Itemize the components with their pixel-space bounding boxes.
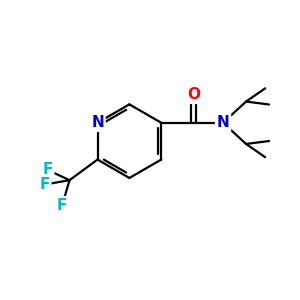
Text: O: O (187, 87, 200, 102)
Text: F: F (42, 162, 52, 177)
Text: F: F (39, 177, 50, 192)
Text: N: N (217, 115, 230, 130)
Text: N: N (91, 115, 104, 130)
Text: F: F (57, 198, 68, 213)
